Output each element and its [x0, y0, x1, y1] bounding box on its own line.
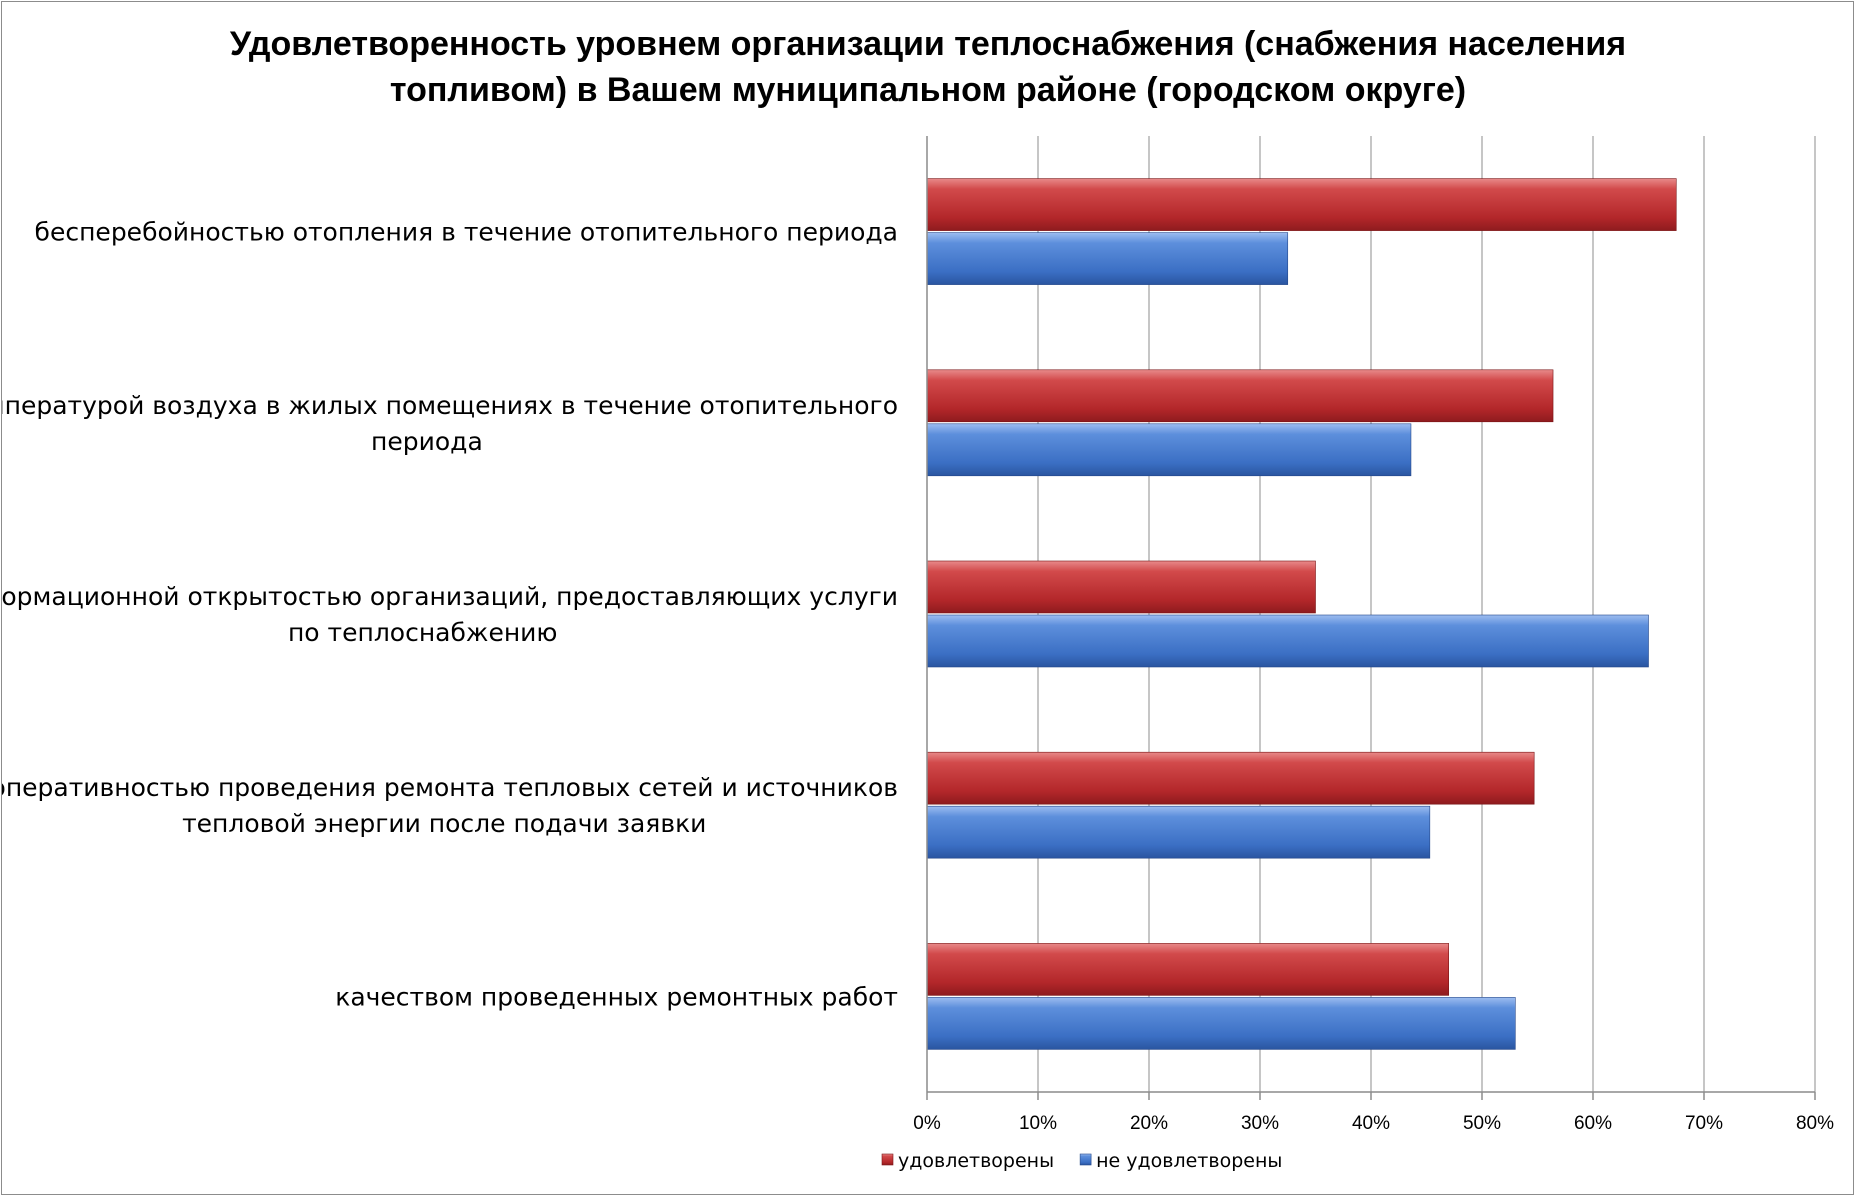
category-label-3-line-0: оперативностью проведения ремонта теплов… — [2, 773, 898, 802]
bar-satisfied-3 — [926, 751, 1535, 805]
legend-label-0: удовлетворены — [898, 1150, 1054, 1172]
x-tick-label-0: 0% — [913, 1113, 941, 1134]
bar-not-satisfied-1 — [926, 423, 1412, 477]
bar-not-satisfied-4 — [926, 997, 1516, 1050]
chart-grid — [1037, 136, 1816, 1092]
x-axis-ticks: 0% 10% 20% 30% 40% 50% 60% 70% 80% — [913, 1113, 1834, 1134]
category-label-4-line-0: качеством проведенных ремонтных работ — [335, 982, 898, 1011]
x-tick-label-8: 80% — [1796, 1113, 1834, 1134]
bar-satisfied-0 — [926, 178, 1677, 231]
bar-satisfied-2 — [926, 560, 1316, 614]
bar-not-satisfied-3 — [926, 805, 1431, 859]
category-label-2-line-1: по теплоснабжению — [288, 618, 558, 647]
legend-label-1: не удовлетворены — [1096, 1150, 1282, 1172]
x-tick-label-2: 20% — [1130, 1113, 1168, 1134]
category-label-1-line-0: температурой воздуха в жилых помещениях … — [2, 391, 898, 420]
category-labels: бесперебойностью отопления в течение ото… — [2, 218, 898, 1012]
x-tick-label-1: 10% — [1019, 1113, 1057, 1134]
bar-satisfied-4 — [926, 943, 1450, 996]
chart-title: Удовлетворенность уровнем организации те… — [230, 25, 1626, 109]
x-tick-label-7: 70% — [1685, 1113, 1723, 1134]
chart-title-line-1: Удовлетворенность уровнем организации те… — [230, 25, 1626, 63]
chart-legend: удовлетворены не удовлетворены — [881, 1150, 1282, 1172]
chart-axis — [926, 136, 1816, 1100]
chart-bars — [926, 178, 1677, 1050]
x-tick-label-6: 60% — [1574, 1113, 1612, 1134]
x-tick-label-5: 50% — [1463, 1113, 1501, 1134]
category-label-3-line-1: тепловой энергии после подачи заявки — [182, 809, 706, 838]
chart-title-line-2: топливом) в Вашем муниципальном районе (… — [390, 71, 1466, 109]
x-tick-label-4: 40% — [1352, 1113, 1390, 1134]
category-label-2-line-0: информационной открытостью организаций, … — [2, 582, 898, 611]
legend-swatch-1 — [1079, 1153, 1092, 1166]
category-label-1-line-1: периода — [371, 427, 483, 456]
bar-satisfied-1 — [926, 369, 1554, 423]
bar-not-satisfied-0 — [926, 232, 1289, 285]
legend-swatch-0 — [881, 1153, 894, 1166]
bar-not-satisfied-2 — [926, 614, 1649, 668]
category-label-0-line-0: бесперебойностью отопления в течение ото… — [35, 218, 898, 247]
x-tick-label-3: 30% — [1241, 1113, 1279, 1134]
